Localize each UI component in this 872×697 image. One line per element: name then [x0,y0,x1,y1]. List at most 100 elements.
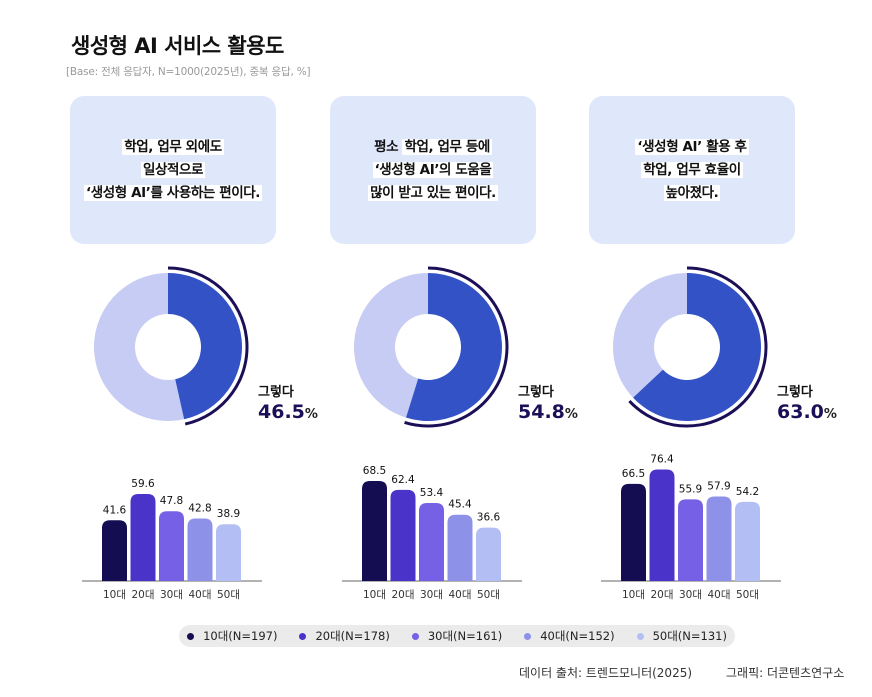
age-bar-category: 10대 [622,589,645,601]
statement-text: ‘생성형 AI’의 도움을 [372,161,494,178]
statement-text: 학업, 업무 외에도 [122,138,224,155]
legend-item: 50대(N=131) [636,628,727,644]
legend-label: 30대(N=161) [427,629,503,643]
legend-item: 20대(N=178) [299,628,390,644]
statement-text: 학업, 업무 등에 [402,138,492,155]
legend-dot-icon [524,632,532,640]
age-bar [130,493,156,581]
donut-slice-yes [406,273,502,421]
age-bar [649,469,675,581]
statement-line: 평소 학업, 업무 등에 [374,136,492,159]
statement-line: ‘생성형 AI’의 도움을 [372,159,494,182]
statement-line: 학업, 업무 외에도 [122,136,224,159]
age-bar [187,518,213,581]
statement-text: 높아졌다. [663,184,721,201]
age-bar-value: 68.5 [363,465,386,477]
age-bar-category: 50대 [477,589,500,601]
donut-highlight-arc [167,266,249,426]
statement-text: 평소 [374,138,403,155]
statement-text: 일상적으로 [140,161,206,178]
legend-label: 20대(N=178) [315,629,390,643]
legend-label: 10대(N=197) [203,629,278,643]
age-bar-chart-1: 41.6 10대 59.6 20대 47.8 30대 42.8 40대 38.9 50대 [82,478,262,601]
age-bar-category: 40대 [188,589,211,601]
legend-dot-icon [299,632,307,640]
donut-value: 54.8% [518,401,578,423]
age-bar-value: 57.9 [707,480,730,492]
legend-label: 50대(N=131) [652,629,727,643]
statement-line: 많이 받고 있는 편이다. [368,182,498,205]
age-bar-category: 30대 [160,589,183,601]
age-bar [447,514,473,581]
age-bar-category: 50대 [736,589,759,601]
data-source: 데이터 출처: 트렌드모니터(2025) [519,666,693,680]
age-bar-category: 20대 [650,589,673,601]
age-bar-value: 42.8 [188,503,211,515]
statement-text: 많이 받고 있는 편이다. [368,184,498,201]
statement-text: ‘생성형 AI’ 활용 후 [635,138,749,155]
age-bar-category: 10대 [363,589,386,601]
age-bar-value: 47.8 [160,495,183,507]
age-bar-category: 20대 [131,589,154,601]
age-bar-category: 40대 [707,589,730,601]
statement-line: ‘생성형 AI’를 사용하는 편이다. [84,182,262,205]
statement-text: ‘생성형 AI’를 사용하는 편이다. [84,184,262,201]
donut-highlight-arc [404,266,509,428]
age-bar-value: 76.4 [650,453,674,465]
age-bar [362,480,387,581]
legend-dot-icon [187,632,195,640]
legend-dot-icon [636,632,644,640]
donut-label: 그렇다 [518,384,554,400]
age-bar [216,524,241,581]
age-bar-value: 62.4 [391,474,415,486]
legend-dot-icon [411,632,419,640]
age-bar [159,511,184,581]
donut-highlight-arc [628,266,768,428]
donut-slice-other [353,273,428,418]
age-bar-value: 54.2 [736,486,759,498]
legend-item: 10대(N=197) [187,628,277,644]
age-bar-category: 30대 [420,589,443,601]
age-bar [390,489,416,581]
age-bar-value: 66.5 [622,468,645,480]
statement-line: 높아졌다. [663,182,721,205]
legend: 10대(N=197) 20대(N=178) 30대(N=161) 40대(N=152)… [179,625,735,647]
age-bar-value: 53.4 [420,487,444,499]
donut-label: 그렇다 [258,384,294,400]
age-bar-value: 55.9 [679,483,702,495]
donut-slice-yes [633,273,761,421]
age-bar [476,527,501,581]
age-bar-value: 45.4 [448,499,472,511]
age-bar [706,496,732,581]
age-bar-chart-3: 66.5 10대 76.4 20대 55.9 30대 57.9 40대 54.2 50대 [601,453,781,601]
age-bar-value: 41.6 [103,504,127,516]
age-bar-category: 50대 [217,589,240,601]
age-bar [621,483,646,581]
statement-line: ‘생성형 AI’ 활용 후 [635,136,749,159]
donut-label: 그렇다 [777,384,813,400]
graphic-credit: 그래픽: 더콘텐츠연구소 [726,666,845,680]
donut-value: 63.0% [777,401,837,423]
age-bar-category: 30대 [679,589,702,601]
age-bar [678,499,703,581]
age-bar-value: 59.6 [131,478,155,490]
age-bar-category: 40대 [448,589,471,601]
age-bar-category: 10대 [103,589,126,601]
age-bar [102,520,127,581]
age-bar-value: 38.9 [217,508,240,520]
age-bar [419,503,444,581]
donut-slice-yes [168,273,242,420]
statement-text: 학업, 업무 효율이 [641,161,743,178]
statement-line: 학업, 업무 효율이 [641,159,743,182]
legend-label: 40대(N=152) [540,629,615,643]
age-bar [735,501,760,581]
age-bar-category: 20대 [391,589,414,601]
donut-value: 46.5% [258,401,318,423]
statement-line: 일상적으로 [140,159,206,182]
